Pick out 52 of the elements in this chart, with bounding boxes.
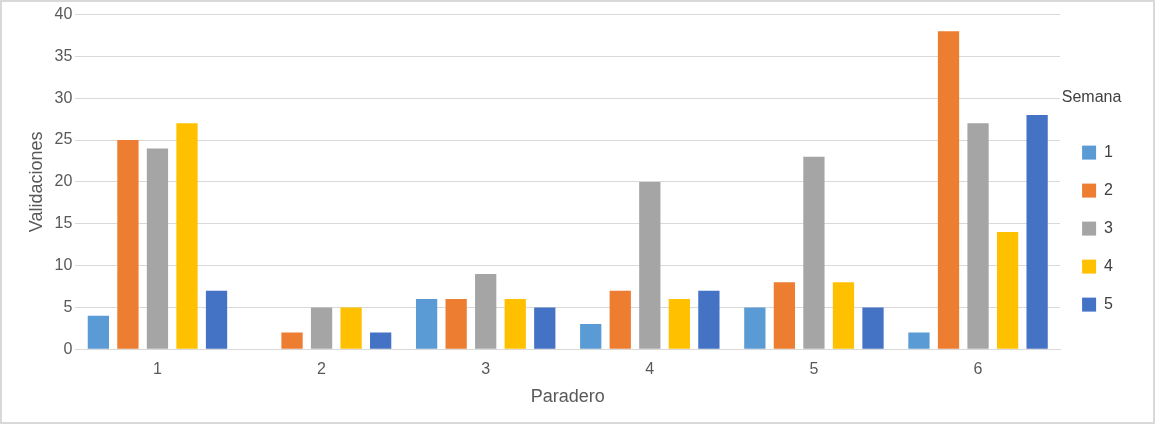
y-tick-label: 5: [63, 297, 73, 315]
y-tick-label: 35: [54, 46, 73, 64]
bar: [744, 307, 766, 349]
y-tick-label: 30: [54, 88, 73, 106]
bar: [639, 181, 661, 349]
legend-label: 4: [1104, 257, 1114, 275]
y-axis-title: Validaciones: [25, 131, 46, 233]
bar: [310, 307, 333, 349]
bar: [773, 282, 796, 349]
x-tick-label: 5: [809, 360, 819, 378]
bar: [908, 332, 930, 349]
bar: [609, 290, 631, 349]
bar: [937, 31, 960, 349]
y-tick-label: 40: [54, 5, 73, 23]
y-tick-label: 25: [54, 130, 73, 148]
bar: [117, 140, 139, 349]
bar: [698, 290, 720, 349]
legend-title: Semana: [1061, 87, 1122, 105]
y-tick-label: 10: [54, 255, 73, 273]
bar: [370, 332, 392, 349]
bar: [832, 282, 855, 349]
legend-label: 5: [1104, 295, 1114, 313]
bar: [445, 299, 467, 349]
x-tick-label: 2: [317, 360, 327, 378]
bar: [967, 123, 989, 349]
legend-label: 2: [1104, 181, 1114, 199]
x-tick-label: 1: [153, 360, 162, 378]
x-tick-label: 6: [973, 360, 983, 378]
bar: [862, 307, 884, 349]
legend-label: 1: [1104, 143, 1114, 161]
bar: [996, 232, 1019, 349]
x-tick-label: 3: [481, 360, 491, 378]
bar: [1026, 114, 1048, 349]
y-tick-label: 20: [54, 172, 73, 190]
x-axis-title: Paradero: [530, 386, 605, 407]
bar: [534, 307, 556, 349]
y-tick-label: 0: [63, 339, 73, 357]
bar: [415, 299, 438, 349]
bar: [475, 273, 497, 349]
bar: [803, 156, 825, 349]
bar: [340, 307, 362, 349]
bar: [176, 123, 198, 349]
bar: [87, 315, 110, 349]
y-tick-label: 15: [54, 214, 73, 232]
bar: [504, 299, 526, 349]
legend-label: 3: [1104, 219, 1114, 237]
bar: [580, 324, 602, 349]
bar: [668, 299, 690, 349]
bar: [205, 290, 228, 349]
bar: [281, 332, 303, 349]
bar: [146, 148, 169, 349]
x-tick-label: 4: [645, 360, 655, 378]
